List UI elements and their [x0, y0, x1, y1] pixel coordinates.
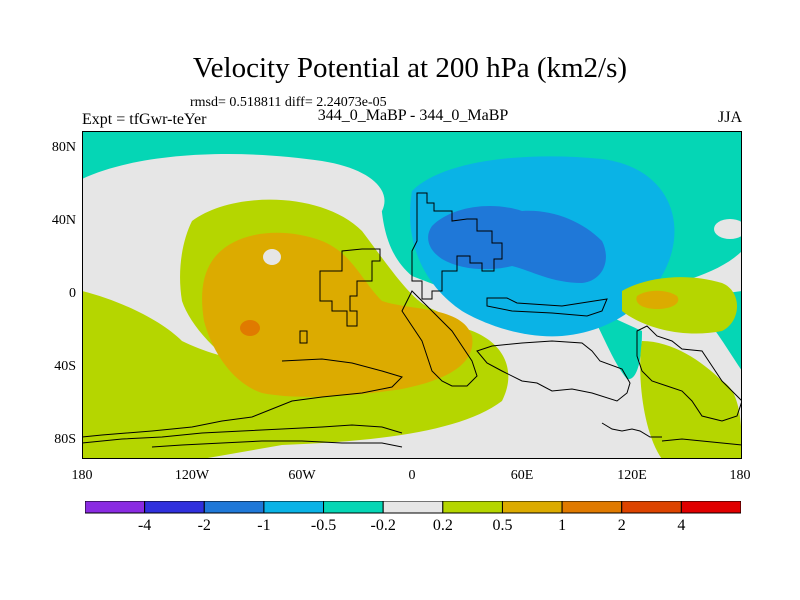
colorbar-label: 4	[677, 517, 686, 534]
colorbar-swatch-8	[561, 501, 623, 514]
colorbar-swatch-4	[323, 501, 384, 514]
field-band-pos-0.5-east	[636, 290, 679, 309]
lon-label-120e: 120E	[617, 468, 647, 483]
map-frame	[82, 131, 742, 459]
colorbar-label: -0.2	[370, 517, 396, 534]
plot-title: Velocity Potential at 200 hPa (km2/s)	[192, 52, 628, 84]
lon-label-180e: 180	[729, 468, 751, 483]
colorbar-label: 1	[558, 517, 567, 534]
colorbar-label: -2	[197, 517, 211, 534]
coastline-10	[151, 440, 403, 448]
coastline-8	[82, 358, 403, 438]
lat-label-80n: 80N	[51, 140, 76, 155]
lon-label-0: 0	[408, 468, 416, 483]
lat-label-40n: 40N	[51, 213, 76, 228]
lat-label-80s: 80S	[54, 432, 76, 447]
lon-label-60e: 60E	[510, 468, 534, 483]
colorbar-label: 0.2	[432, 517, 453, 534]
field-neutral-patch-2	[714, 219, 742, 239]
coastline-12	[601, 422, 662, 438]
colorbar-swatch-0	[85, 501, 146, 514]
field-band-pos-0.5	[202, 232, 473, 397]
colorbar-swatch-9	[621, 501, 682, 514]
colorbar-swatch-6	[442, 501, 503, 514]
colorbar-swatch-7	[501, 501, 563, 514]
lon-label-60w: 60W	[288, 468, 316, 483]
coastline-7	[401, 290, 478, 387]
coastlines	[82, 192, 742, 448]
lon-label-120w: 120W	[174, 468, 210, 483]
lon-label-180w: 180	[71, 468, 93, 483]
coastline-11	[661, 438, 742, 446]
colorbar-swatch-1	[144, 501, 205, 514]
coastline-6	[299, 330, 308, 344]
coastline-2	[319, 248, 381, 327]
field-neutral-patch-1	[263, 249, 281, 265]
season-label: JJA	[717, 109, 742, 126]
velocity-potential-map	[82, 131, 742, 459]
rmsd-diff-stats: rmsd= 0.518811 diff= 2.24073e-05	[190, 95, 387, 110]
colorbar-label: 2	[617, 517, 626, 534]
coastline-3	[486, 297, 608, 317]
colorbar-swatch-2	[203, 501, 265, 514]
experiment-label: Expt = tfGwr-teYer	[82, 111, 207, 128]
colorbar-label: -1	[257, 517, 271, 534]
colorbar-swatch-10	[680, 501, 741, 514]
colorbar-label: -0.5	[310, 517, 337, 534]
lat-label-eq: 0	[69, 286, 76, 301]
field-band-pos-1	[240, 320, 260, 336]
colorbar-swatch-5	[382, 501, 444, 514]
colorbar-label: 0.5	[492, 517, 513, 534]
coastline-1	[411, 192, 503, 300]
colorbar	[85, 501, 741, 514]
colorbar-label: -4	[137, 517, 152, 534]
lat-label-40s: 40S	[54, 359, 76, 374]
colorbar-swatch-3	[263, 501, 325, 514]
coastline-4	[476, 340, 631, 402]
case-subtitle: 344_0_MaBP - 344_0_MaBP	[317, 107, 509, 124]
coastline-9	[82, 424, 403, 444]
coastline-5	[636, 325, 742, 422]
field-band-neg-1	[428, 206, 606, 283]
